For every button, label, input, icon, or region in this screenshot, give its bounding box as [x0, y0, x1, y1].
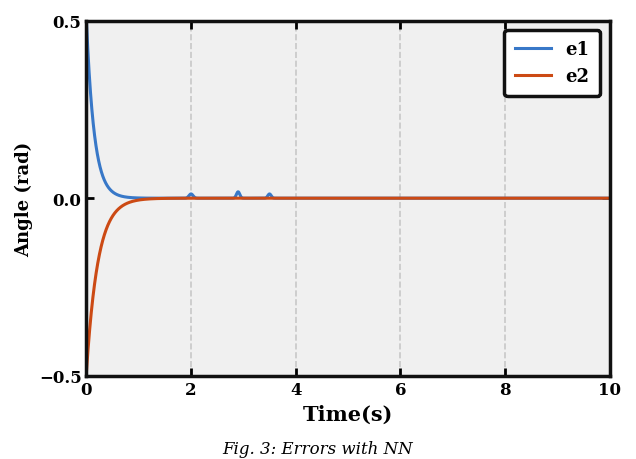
e2 [114, 207, 121, 213]
e2 [338, 196, 346, 202]
e1 [85, 65, 93, 70]
e2 [578, 196, 586, 202]
Y-axis label: Angle (rad): Angle (rad) [15, 141, 33, 256]
X-axis label: Time(s): Time(s) [303, 403, 393, 423]
e2 [185, 196, 193, 202]
e2 [85, 338, 93, 343]
Legend: e1, e2: e1, e2 [504, 30, 600, 97]
e2 [104, 223, 112, 228]
e1 [578, 196, 586, 202]
Text: Fig. 3: Errors with NN: Fig. 3: Errors with NN [223, 440, 413, 457]
e2 [605, 196, 613, 202]
e1 [185, 194, 193, 199]
Line: e2: e2 [86, 199, 609, 373]
e2 [83, 370, 90, 375]
e1 [605, 196, 613, 202]
e1 [104, 185, 112, 190]
e1 [83, 19, 90, 24]
e1 [114, 193, 121, 198]
Line: e1: e1 [86, 22, 609, 199]
e1 [338, 196, 346, 202]
